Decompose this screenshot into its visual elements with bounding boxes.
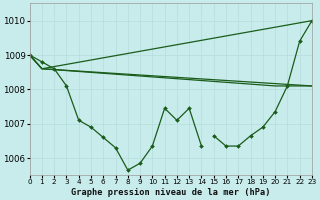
- X-axis label: Graphe pression niveau de la mer (hPa): Graphe pression niveau de la mer (hPa): [71, 188, 270, 197]
